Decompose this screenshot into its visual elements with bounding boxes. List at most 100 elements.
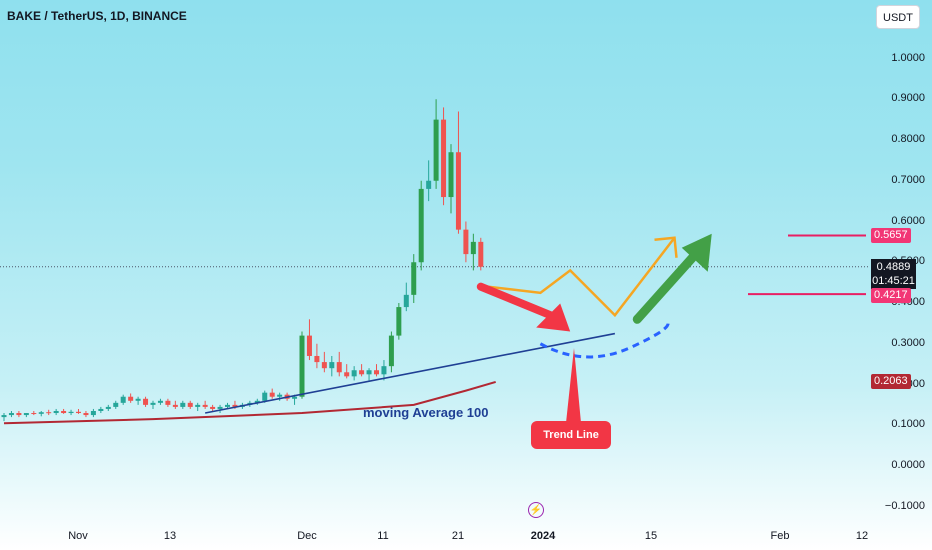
ma-value-tag: 0.2063: [871, 374, 911, 389]
candle-body: [143, 398, 149, 405]
candle-body: [210, 406, 216, 409]
x-tick-label: 11: [377, 530, 389, 542]
candle-body: [61, 410, 67, 414]
candle-body: [16, 413, 22, 416]
candle-body: [433, 119, 439, 181]
target-lower-tag: 0.4217: [871, 288, 911, 303]
candle-body: [157, 400, 163, 403]
x-tick-label: Feb: [770, 530, 790, 542]
candle-body: [403, 294, 409, 308]
candle-body: [232, 404, 238, 407]
target-upper-tag: 0.5657: [871, 228, 911, 243]
candle-body: [292, 396, 298, 399]
candle-body: [381, 366, 387, 375]
projection-arrowhead-green: [681, 233, 712, 272]
candle-body: [277, 394, 283, 397]
y-tick-label: 0.0000: [891, 459, 925, 471]
candle-body: [187, 402, 193, 407]
candle-body: [470, 241, 476, 255]
chart-title: BAKE / TetherUS, 1D, BINANCE: [7, 9, 187, 23]
candle-body: [120, 396, 126, 403]
red-arrowhead: [536, 303, 571, 332]
current-price: 0.4889: [876, 261, 911, 273]
candle-body: [172, 404, 178, 407]
candle-body: [217, 406, 223, 409]
candle-body: [463, 229, 469, 255]
candle-body: [351, 370, 357, 377]
dashed-projection-curve: [539, 320, 670, 359]
candle-body: [388, 335, 394, 367]
y-tick-label: 1.0000: [891, 51, 925, 64]
candle-body: [329, 362, 335, 369]
ma-100-line: [3, 380, 496, 425]
y-tick-label: 0.8000: [891, 133, 925, 145]
candle-body: [314, 355, 320, 363]
candle-body: [1, 415, 7, 418]
x-tick-label: 2024: [530, 530, 556, 542]
trend-line-callout: Trend Line: [531, 421, 611, 449]
candle-body: [269, 392, 275, 397]
current-price-box: 0.4889 01:45:21: [871, 259, 916, 289]
lightning-icon[interactable]: ⚡: [528, 502, 544, 518]
candle-body: [150, 402, 156, 405]
candle-body: [23, 413, 29, 416]
callout-pointer: [566, 348, 581, 423]
projection-arrowhead-orange: [654, 236, 678, 258]
candle-body: [336, 362, 342, 373]
candle-body: [262, 392, 268, 401]
y-tick-label: 0.7000: [891, 173, 925, 186]
projection-arrow-green: [632, 247, 703, 324]
candle-body: [98, 408, 104, 411]
candle-body: [90, 410, 96, 416]
red-arrow: [476, 282, 561, 322]
candle-body: [128, 396, 134, 401]
candle-body: [321, 362, 327, 369]
candle-body: [396, 307, 402, 336]
trend-line: [204, 332, 616, 414]
candle-body: [165, 400, 171, 405]
candle-body: [448, 152, 454, 198]
candle-body: [105, 406, 111, 409]
candle-body: [455, 152, 461, 230]
candle-body: [299, 335, 305, 397]
candle-body: [113, 402, 119, 407]
candle-body: [478, 241, 484, 267]
candle-body: [76, 411, 81, 414]
ma-label: moving Average 100: [363, 405, 489, 420]
candle-body: [68, 411, 74, 414]
candle-body: [83, 413, 89, 416]
countdown: 01:45:21: [872, 275, 915, 287]
candle-body: [359, 370, 365, 375]
candle-body: [225, 404, 230, 407]
x-tick-label: 12: [855, 530, 869, 542]
y-tick-label: −0.1000: [884, 499, 925, 512]
y-tick-label: 0.1000: [891, 418, 925, 431]
candle-body: [254, 400, 260, 403]
x-tick-label: Dec: [297, 530, 317, 542]
candle-body: [306, 335, 312, 356]
y-tick-label: 0.3000: [891, 336, 925, 349]
y-tick-label: 0.9000: [891, 92, 925, 105]
candle-body: [38, 412, 44, 414]
candle-body: [46, 412, 52, 414]
candle-body: [135, 398, 141, 401]
candle-body: [8, 413, 14, 416]
candle-body: [366, 370, 372, 375]
projection-path-orange: [488, 237, 676, 318]
candle-body: [180, 402, 186, 407]
candle-body: [344, 372, 350, 377]
candle-body: [31, 413, 37, 415]
currency-button[interactable]: USDT: [876, 5, 920, 29]
x-tick-label: 13: [163, 530, 177, 542]
x-tick-label: Nov: [68, 530, 88, 542]
x-tick-label: 15: [644, 530, 658, 542]
candle-body: [53, 410, 59, 414]
candle-body: [195, 404, 201, 407]
candle-body: [441, 119, 447, 198]
candle-body: [418, 188, 424, 263]
candle-body: [202, 404, 208, 407]
y-tick-label: 0.6000: [891, 214, 925, 227]
candle-body: [374, 370, 379, 375]
